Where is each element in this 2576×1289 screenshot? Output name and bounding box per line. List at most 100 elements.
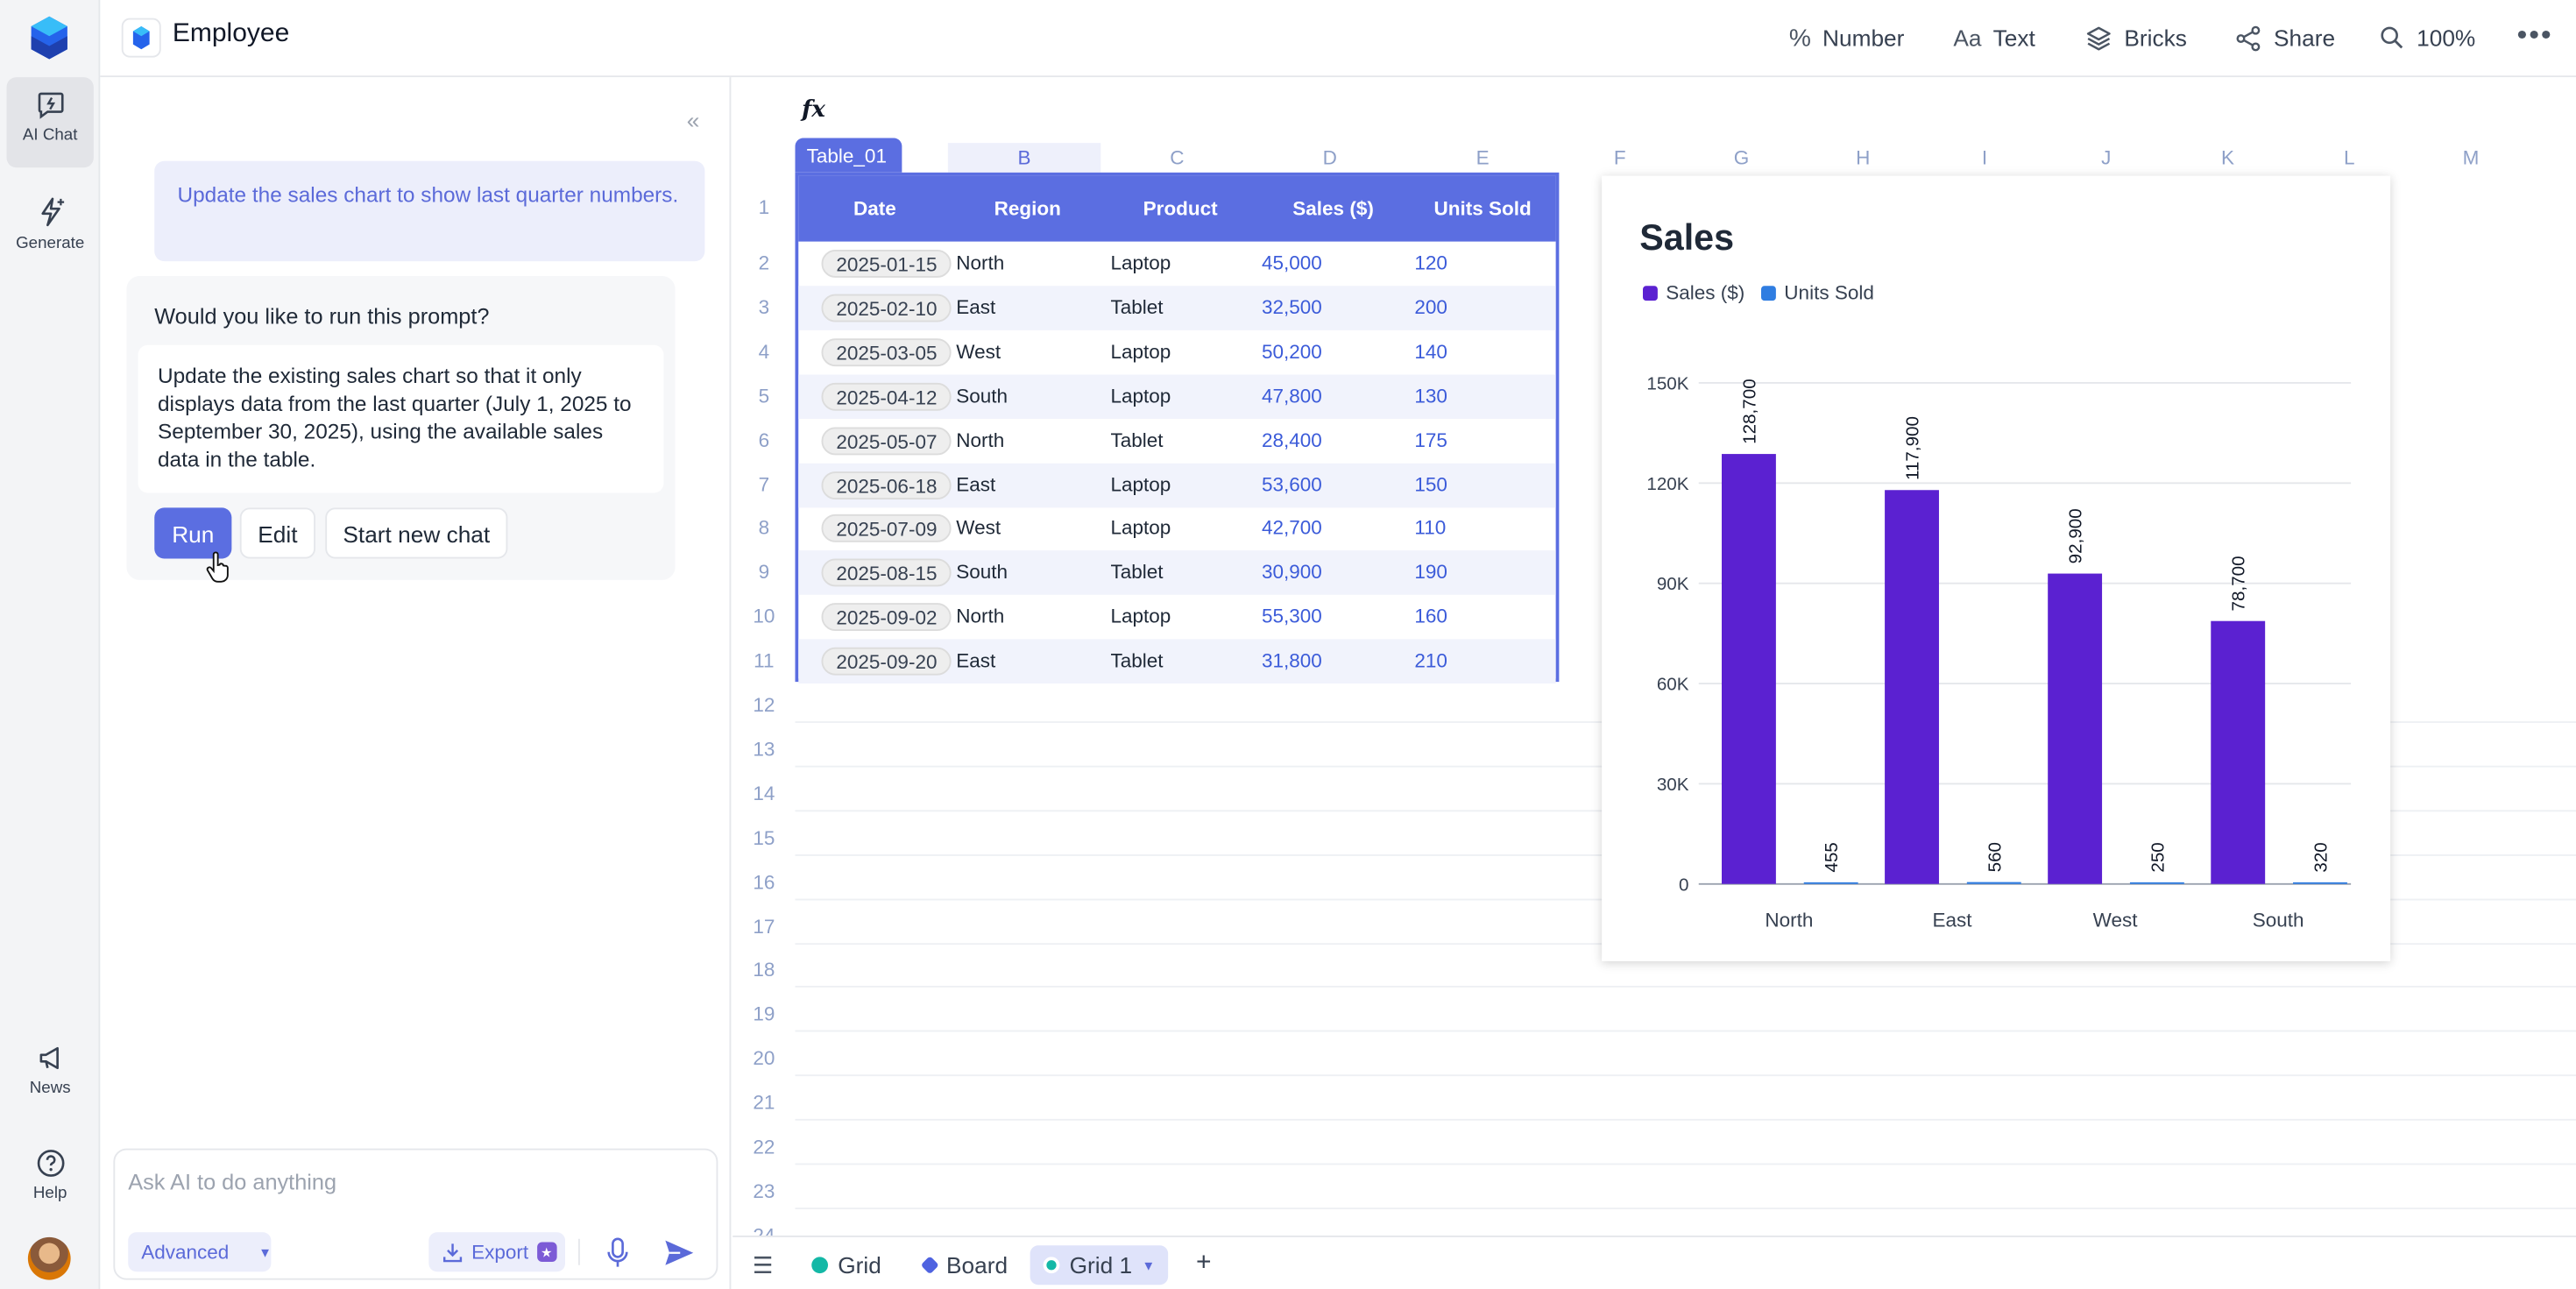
table-row[interactable]: 2025-09-20 East Tablet 31,800 210 xyxy=(798,639,1556,684)
more-options-icon[interactable]: ••• xyxy=(2516,17,2553,51)
formula-icon[interactable]: fx xyxy=(802,96,825,124)
row-header[interactable]: 9 xyxy=(758,560,770,584)
row-header[interactable]: 24 xyxy=(753,1223,775,1236)
region-cell[interactable]: North xyxy=(956,428,1005,451)
date-cell[interactable]: 2025-01-15 xyxy=(821,250,952,278)
caret-down-icon[interactable]: ▼ xyxy=(1142,1257,1156,1273)
chat-input[interactable]: Ask AI to do anything xyxy=(128,1170,337,1195)
region-cell[interactable]: East xyxy=(956,295,996,319)
date-cell[interactable]: 2025-09-02 xyxy=(821,603,952,632)
product-cell[interactable]: Laptop xyxy=(1110,472,1171,496)
sales-cell[interactable]: 50,200 xyxy=(1262,339,1322,363)
product-cell[interactable]: Laptop xyxy=(1110,605,1171,628)
sales-cell[interactable]: 47,800 xyxy=(1262,384,1322,407)
column-header[interactable]: F xyxy=(1613,145,1626,170)
product-cell[interactable]: Laptop xyxy=(1110,516,1171,540)
product-cell[interactable]: Tablet xyxy=(1110,428,1164,451)
product-cell[interactable]: Laptop xyxy=(1110,384,1171,407)
table-row[interactable]: 2025-07-09 West Laptop 42,700 110 xyxy=(798,506,1555,551)
row-header[interactable]: 22 xyxy=(753,1135,775,1158)
number-button[interactable]: % Number xyxy=(1788,24,1905,53)
sales-cell[interactable]: 53,600 xyxy=(1262,472,1322,496)
add-sheet-button[interactable]: + xyxy=(1196,1249,1212,1277)
row-header[interactable]: 7 xyxy=(758,472,770,496)
row-header[interactable]: 17 xyxy=(753,914,775,938)
sales-cell[interactable]: 45,000 xyxy=(1262,251,1322,275)
date-cell[interactable]: 2025-06-18 xyxy=(821,471,952,499)
units-cell[interactable]: 175 xyxy=(1414,428,1447,451)
sales-cell[interactable]: 55,300 xyxy=(1262,605,1322,628)
column-header[interactable]: E xyxy=(1476,145,1490,170)
region-cell[interactable]: East xyxy=(956,648,996,673)
row-header[interactable]: 12 xyxy=(753,693,775,717)
row-header[interactable]: 11 xyxy=(754,648,775,673)
column-header[interactable]: K xyxy=(2220,145,2234,170)
region-cell[interactable]: East xyxy=(956,472,996,496)
rail-item-ai-chat[interactable]: AI Chat xyxy=(6,77,94,168)
sheet-tab-board[interactable]: Board xyxy=(910,1245,1021,1285)
units-cell[interactable]: 210 xyxy=(1414,648,1447,673)
row-header[interactable]: 13 xyxy=(753,737,775,761)
table-row[interactable]: 2025-02-10 East Tablet 32,500 200 xyxy=(798,286,1556,330)
collapse-panel-icon[interactable]: « xyxy=(686,106,700,133)
region-cell[interactable]: West xyxy=(956,516,1001,540)
column-header[interactable]: H xyxy=(1856,145,1871,170)
zoom-button[interactable]: 100% xyxy=(2379,20,2475,56)
table-row[interactable]: 2025-08-15 South Tablet 30,900 190 xyxy=(798,550,1556,596)
header-units-sold[interactable]: Units Sold xyxy=(1433,197,1532,221)
product-cell[interactable]: Laptop xyxy=(1110,251,1171,275)
units-cell[interactable]: 110 xyxy=(1414,516,1447,540)
table-row[interactable]: 2025-06-18 East Laptop 53,600 150 xyxy=(798,462,1556,507)
region-cell[interactable]: North xyxy=(956,605,1005,628)
table-row[interactable]: 2025-03-05 West Laptop 50,200 140 xyxy=(798,329,1555,374)
units-cell[interactable]: 200 xyxy=(1414,295,1447,319)
app-logo-icon[interactable] xyxy=(30,15,69,61)
share-button[interactable]: Share xyxy=(2234,20,2335,56)
row-header[interactable]: 14 xyxy=(753,782,775,805)
legend-item-sales[interactable]: Sales ($) xyxy=(1643,281,1744,304)
row-header[interactable]: 20 xyxy=(753,1046,775,1070)
rail-item-generate[interactable]: Generate xyxy=(7,182,94,273)
table-name-tab[interactable]: Table_01 xyxy=(795,138,902,173)
row-header[interactable]: 10 xyxy=(753,605,775,628)
table-row[interactable]: 2025-04-12 South Laptop 47,800 130 xyxy=(798,373,1556,419)
units-cell[interactable]: 160 xyxy=(1414,605,1447,628)
legend-item-units[interactable]: Units Sold xyxy=(1761,281,1874,304)
date-cell[interactable]: 2025-03-05 xyxy=(821,337,952,366)
date-cell[interactable]: 2025-04-12 xyxy=(821,382,952,411)
avatar[interactable] xyxy=(27,1236,71,1280)
units-cell[interactable]: 120 xyxy=(1414,251,1447,275)
export-button[interactable]: Export ★ xyxy=(428,1232,565,1272)
row-header[interactable]: 19 xyxy=(753,1002,775,1026)
column-header[interactable]: D xyxy=(1322,145,1337,170)
row-header[interactable]: 5 xyxy=(758,384,770,407)
region-cell[interactable]: South xyxy=(956,560,1008,584)
row-header[interactable]: 15 xyxy=(753,825,775,849)
run-button[interactable]: Run xyxy=(154,507,232,559)
units-cell[interactable]: 150 xyxy=(1414,472,1447,496)
row-header[interactable]: 4 xyxy=(758,339,770,363)
sales-chart[interactable]: Sales Sales ($) Units Sold 0 30K 60K 90K 120… xyxy=(1602,175,2391,961)
rail-item-news[interactable]: News xyxy=(7,1030,94,1121)
column-header[interactable]: C xyxy=(1170,145,1185,170)
sheet-tab-grid[interactable]: Grid xyxy=(798,1245,895,1285)
units-cell[interactable]: 190 xyxy=(1414,560,1447,584)
row-header[interactable]: 1 xyxy=(758,195,770,219)
bricks-button[interactable]: Bricks xyxy=(2084,20,2187,56)
product-cell[interactable]: Tablet xyxy=(1110,295,1164,319)
date-cell[interactable]: 2025-09-20 xyxy=(821,647,952,676)
date-cell[interactable]: 2025-08-15 xyxy=(821,559,952,587)
sales-cell[interactable]: 32,500 xyxy=(1262,295,1322,319)
sales-cell[interactable]: 31,800 xyxy=(1262,648,1322,673)
edit-button[interactable]: Edit xyxy=(239,507,315,559)
row-header[interactable]: 21 xyxy=(753,1091,775,1115)
text-button[interactable]: Aa Text xyxy=(1953,25,2035,52)
start-new-chat-button[interactable]: Start new chat xyxy=(325,507,508,559)
header-sales[interactable]: Sales ($) xyxy=(1292,197,1374,221)
units-cell[interactable]: 130 xyxy=(1414,384,1447,407)
product-cell[interactable]: Laptop xyxy=(1110,339,1171,363)
row-header[interactable]: 2 xyxy=(758,251,770,275)
column-header[interactable]: M xyxy=(2462,145,2480,170)
row-header[interactable]: 6 xyxy=(758,428,770,451)
